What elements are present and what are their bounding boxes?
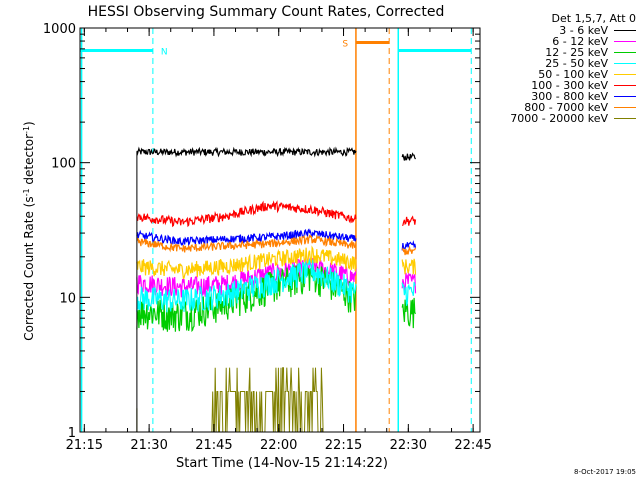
- legend-swatch: [614, 41, 636, 42]
- y-tick-label: 1000: [43, 22, 76, 37]
- series-line: [136, 258, 357, 313]
- x-tick-label: 22:30: [390, 438, 427, 453]
- x-tick-label: 22:45: [454, 438, 491, 453]
- chart-title: HESSI Observing Summary Count Rates, Cor…: [88, 4, 445, 20]
- series-line: [136, 200, 357, 228]
- x-tick-label: 21:15: [66, 438, 103, 453]
- plot-area: NS: [80, 28, 472, 433]
- legend-label: 800 - 7000 keV: [524, 101, 608, 114]
- legend-entry: 3 - 6 keV: [486, 25, 636, 36]
- legend-header: Det 1,5,7, Att 0: [551, 12, 636, 25]
- series-line: [136, 257, 357, 298]
- series-line: [401, 239, 417, 251]
- series-line: [136, 234, 357, 253]
- legend-swatch: [614, 107, 636, 108]
- y-tick-label: 100: [51, 157, 76, 172]
- generation-timestamp: 8-Oct-2017 19:05: [573, 468, 636, 476]
- axes: 1 10 100 1000 21:15 21:30 21:45 22:00 22:15 22:30…: [43, 22, 492, 453]
- series-line: [136, 245, 357, 280]
- legend-swatch: [614, 118, 636, 119]
- legend-entry: 7000 - 20000 keV: [486, 113, 636, 124]
- legend-entry: 25 - 50 keV: [486, 58, 636, 69]
- series-line: [136, 228, 357, 247]
- series-line: [136, 146, 357, 158]
- legend-swatch: [614, 85, 636, 86]
- series-line: [401, 215, 417, 227]
- legend-swatch: [614, 74, 636, 75]
- legend-label: 3 - 6 keV: [559, 24, 608, 37]
- legend-entry: 800 - 7000 keV: [486, 102, 636, 113]
- x-tick-label: 22:15: [325, 438, 362, 453]
- series-line: [136, 367, 356, 433]
- x-tick-label: 21:45: [195, 438, 232, 453]
- y-tick-label: 1: [68, 426, 76, 441]
- legend-entry: 6 - 12 keV: [486, 36, 636, 47]
- legend-label: 7000 - 20000 keV: [510, 112, 608, 125]
- legend-label: 100 - 300 keV: [531, 79, 608, 92]
- series-line: [401, 297, 417, 329]
- series-line: [401, 152, 417, 161]
- x-tick-label: 22:00: [260, 438, 297, 453]
- legend-label: 300 - 800 keV: [531, 90, 608, 103]
- legend-label: 6 - 12 keV: [552, 35, 608, 48]
- legend-swatch: [614, 96, 636, 97]
- legend-entry: 300 - 800 keV: [486, 91, 636, 102]
- legend-entry: 50 - 100 keV: [486, 69, 636, 80]
- legend-label: 12 - 25 keV: [545, 46, 608, 59]
- x-axis-label: Start Time (14-Nov-15 21:14:22): [176, 456, 388, 471]
- y-tick-label: 10: [59, 291, 76, 306]
- series-line: [401, 258, 417, 275]
- legend-label: 50 - 100 keV: [538, 68, 608, 81]
- legend-swatch: [614, 63, 636, 64]
- legend-entry: 100 - 300 keV: [486, 80, 636, 91]
- plot-frame: [79, 27, 481, 433]
- legend-swatch: [614, 30, 636, 31]
- flag-label: N: [161, 48, 168, 58]
- series-line: [401, 281, 416, 306]
- x-tick-label: 21:30: [130, 438, 167, 453]
- series-line: [401, 245, 417, 256]
- y-axis-label: Corrected Count Rate (s-1 detector-1): [22, 121, 37, 340]
- legend-entries: 3 - 6 keV 6 - 12 keV 12 - 25 keV 25 - 50 ke…: [486, 25, 636, 124]
- flag-label: S: [342, 40, 348, 50]
- legend-entry: 12 - 25 keV: [486, 47, 636, 58]
- legend-swatch: [614, 52, 636, 53]
- legend-label: 25 - 50 keV: [545, 57, 608, 70]
- chart-legend: Det 1,5,7, Att 0 3 - 6 keV 6 - 12 keV 12 -…: [486, 13, 636, 124]
